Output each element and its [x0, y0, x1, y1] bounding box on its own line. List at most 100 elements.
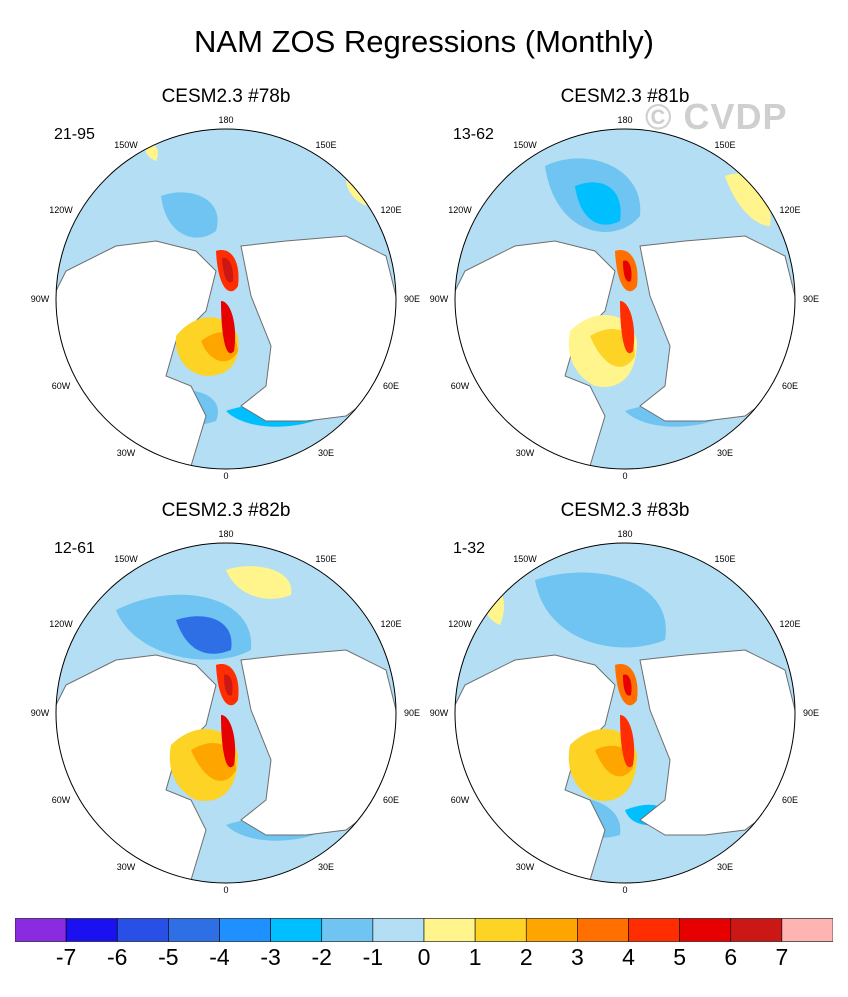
- lon-label: 90W: [430, 708, 449, 718]
- lon-label: 180: [218, 115, 233, 125]
- lon-label: 120E: [380, 619, 401, 629]
- colorbar-tick-label: 4: [622, 944, 635, 970]
- barents-core-positive: [222, 257, 234, 283]
- pacific-negative-anomaly: [161, 192, 218, 238]
- lon-label: 60W: [451, 381, 470, 391]
- lon-label: 0: [622, 471, 627, 481]
- colorbar-swatch: [628, 918, 680, 942]
- colorbar-tick-label: -5: [158, 944, 179, 970]
- barents-core-positive: [623, 674, 632, 696]
- barents-core-positive: [224, 674, 233, 696]
- colorbar-tick-label: 5: [673, 944, 687, 970]
- lon-label: 150E: [714, 140, 735, 150]
- panel-range: 1-32: [453, 540, 486, 557]
- panel-range: 21-95: [54, 126, 95, 143]
- colorbar-swatch: [423, 918, 476, 942]
- lon-label: 120W: [448, 619, 472, 629]
- colorbar-swatch: [525, 918, 578, 942]
- cvdp-watermark: © CVDP: [645, 96, 788, 137]
- colorbar-tick-label: -1: [362, 944, 384, 970]
- map-panel-78b: 180 150E 120E 90E 60E 30E 0 30W 60W 90W …: [26, 86, 426, 486]
- colorbar-swatch: [781, 918, 833, 942]
- panel-range: 12-61: [54, 540, 95, 557]
- map-boundary: [454, 128, 796, 470]
- lon-label: 0: [223, 471, 228, 481]
- colorbar-tick-label: 1: [468, 944, 482, 970]
- lon-label: 30W: [516, 448, 535, 458]
- colorbar-tick-label: 3: [570, 944, 584, 970]
- colorbar-tick-label: -7: [55, 944, 77, 970]
- lon-label: 90E: [803, 294, 819, 304]
- colorbar: [15, 918, 833, 942]
- pacific-core-negative: [176, 616, 232, 654]
- map-svg: 180 150E 120E 90E 60E 30E 0 30W 60W 90W …: [31, 529, 420, 895]
- lon-label: 150E: [315, 140, 336, 150]
- lon-label: 60E: [383, 795, 399, 805]
- colorbar-swatch: [65, 918, 118, 942]
- lon-label: 90W: [430, 294, 449, 304]
- lon-label: 150E: [714, 554, 735, 564]
- lon-label: 150E: [315, 554, 336, 564]
- map-panel-83b: 180 150E 120E 90E 60E 30E 0 30W 60W 90W …: [425, 500, 825, 900]
- barents-core-positive: [623, 260, 632, 282]
- panel-title: CESM2.3 #78b: [161, 86, 291, 107]
- lon-label: 180: [617, 115, 632, 125]
- colorbar-tick-label: -6: [107, 944, 128, 970]
- panel-title: CESM2.3 #81b: [560, 86, 690, 107]
- lon-label: 120E: [779, 205, 800, 215]
- eurasia-land: [639, 235, 795, 422]
- pacific-negative-anomaly: [535, 572, 666, 648]
- map-boundary: [454, 542, 796, 884]
- baffin-bay-positive: [221, 715, 236, 768]
- map-svg: 180 150E 120E 90E 60E 30E 0 30W 60W 90W …: [430, 529, 819, 895]
- bering-positive: [145, 144, 158, 161]
- lon-label: 60W: [451, 795, 470, 805]
- colorbar-swatch: [577, 918, 629, 942]
- eurasia-land: [240, 649, 396, 836]
- colorbar-swatch: [372, 918, 425, 942]
- map-boundary: [55, 128, 397, 470]
- lon-label: 60E: [383, 381, 399, 391]
- lon-label: 120W: [49, 205, 73, 215]
- lon-label: 150W: [513, 140, 537, 150]
- colorbar-tick-label: 0: [417, 944, 431, 970]
- lon-label: 120W: [448, 205, 472, 215]
- colorbar-swatch: [219, 918, 271, 942]
- map-boundary: [55, 542, 397, 884]
- colorbar-labels: -7 -6 -5 -4 -3 -2 -1 0 1 2 3 4 5 6 7: [15, 944, 833, 974]
- baffin-bay-positive: [620, 301, 635, 354]
- colorbar-swatch: [168, 918, 220, 942]
- lon-label: 30E: [318, 448, 334, 458]
- colorbar-swatch: [474, 918, 527, 942]
- colorbar-swatch: [15, 918, 67, 942]
- colorbar-tick-label: -4: [209, 944, 230, 970]
- panel-title: CESM2.3 #82b: [161, 500, 291, 521]
- lon-label: 90E: [404, 294, 420, 304]
- lon-label: 60E: [782, 381, 798, 391]
- lon-label: 180: [617, 529, 632, 539]
- lon-label: 30E: [318, 862, 334, 872]
- lon-label: 30W: [516, 862, 535, 872]
- colorbar-tick-label: 7: [775, 944, 789, 970]
- colorbar-swatch: [679, 918, 732, 942]
- lon-label: 60W: [52, 381, 71, 391]
- colorbar-swatch: [730, 918, 783, 942]
- lon-label: 60W: [52, 795, 71, 805]
- panel-title: CESM2.3 #83b: [560, 500, 690, 521]
- baffin-bay-positive: [620, 715, 635, 768]
- colorbar-swatch: [116, 918, 169, 942]
- bering-positive: [226, 566, 292, 599]
- lon-label: 90E: [404, 708, 420, 718]
- lon-label: 0: [622, 885, 627, 895]
- panel-range: 13-62: [453, 126, 494, 143]
- lon-label: 90E: [803, 708, 819, 718]
- lon-label: 150W: [513, 554, 537, 564]
- lon-label: 0: [223, 885, 228, 895]
- colorbar-swatch: [270, 918, 323, 942]
- pacific-core-negative: [575, 182, 621, 225]
- lon-label: 90W: [31, 708, 50, 718]
- lon-label: 30W: [117, 448, 136, 458]
- map-svg: 180 150E 120E 90E 60E 30E 0 30W 60W 90W …: [31, 115, 420, 481]
- lon-label: 30E: [717, 448, 733, 458]
- map-svg: 180 150E 120E 90E 60E 30E 0 30W 60W 90W …: [430, 115, 819, 481]
